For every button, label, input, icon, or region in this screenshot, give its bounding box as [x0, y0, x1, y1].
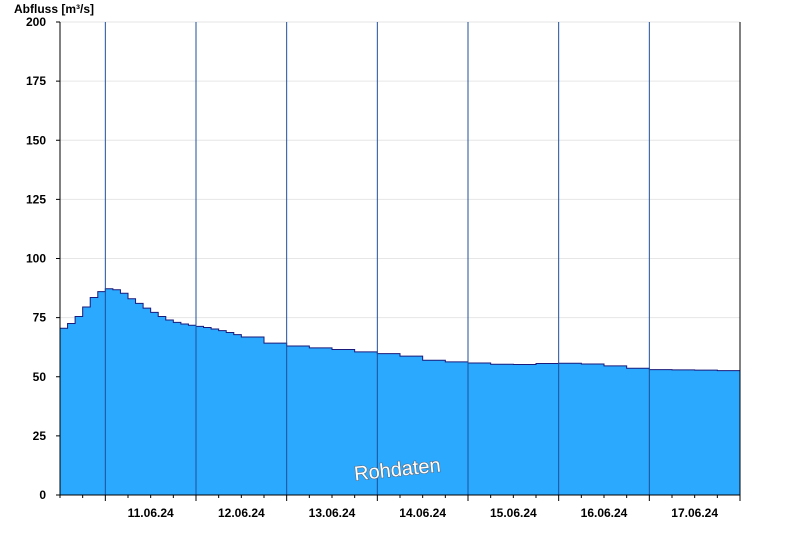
- x-tick-label: 12.06.24: [218, 506, 265, 520]
- y-tick-label: 100: [26, 252, 46, 266]
- discharge-area: [60, 288, 740, 495]
- x-tick-label: 16.06.24: [581, 506, 628, 520]
- y-tick-label: 125: [26, 192, 46, 206]
- day-separators: [104, 22, 650, 495]
- y-axis-label: Abfluss [m³/s]: [14, 2, 94, 16]
- y-tick-label: 75: [33, 311, 47, 325]
- y-tick-label: 50: [33, 370, 47, 384]
- x-tick-label: 17.06.24: [671, 506, 718, 520]
- y-tick-label: 200: [26, 15, 46, 29]
- x-tick-label: 15.06.24: [490, 506, 537, 520]
- x-ticks: 11.06.24 12.06.24 13.06.24 14.06.24 15.06.24…: [59, 495, 741, 520]
- x-tick-label: 13.06.24: [309, 506, 356, 520]
- discharge-line: [60, 288, 741, 372]
- x-tick-label: 14.06.24: [399, 506, 446, 520]
- y-tick-label: 0: [39, 488, 46, 502]
- x-tick-label: 11.06.24: [128, 506, 174, 520]
- y-tick-label: 175: [26, 74, 46, 88]
- y-ticks: 0 25 50 75 100 125 150 175 200: [26, 15, 60, 502]
- y-tick-label: 150: [26, 133, 46, 147]
- y-tick-label: 25: [33, 429, 47, 443]
